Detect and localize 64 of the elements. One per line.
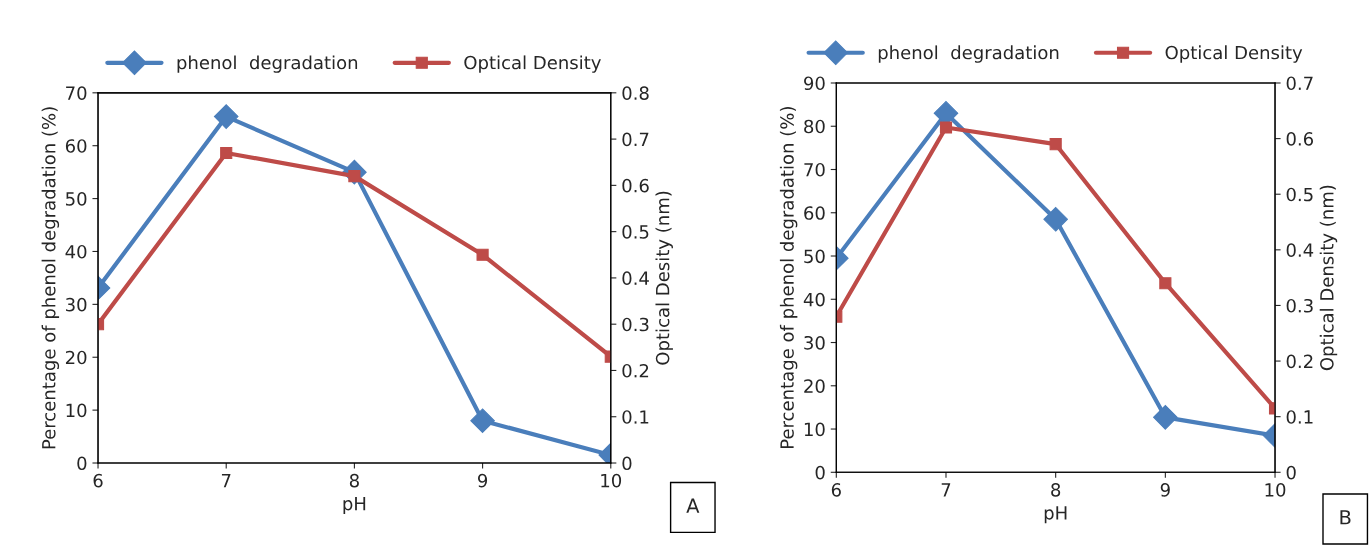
y2-tick-label: 0 [622,456,632,471]
point [220,146,233,160]
x-tick-label: 9 [477,473,488,488]
x-tick-label: 9 [1160,483,1170,497]
x-tick-label: 6 [831,483,841,497]
y2-tick-label: 0.2 [1286,354,1313,369]
legend-label: phenol degradation [878,45,1059,63]
x-tick-label: 8 [1051,483,1061,497]
y2-tick-label: 0.3 [622,317,649,332]
y2-axis-title: Optical Desity (nm) [655,191,673,365]
x-axis-title: pH [343,497,366,514]
legend-label: Optical Density [1165,45,1303,63]
point [1049,138,1062,151]
y2-tick-label: 0.6 [622,178,649,193]
point [470,408,495,434]
x-tick-label: 10 [601,473,622,488]
y2-tick-label: 0.2 [622,363,649,378]
point [1159,277,1172,290]
y-tick-label: 0 [77,456,87,471]
y2-tick-label: 0.3 [1286,298,1313,313]
y2-axis-title: Optical Density (nm) [1319,185,1338,371]
x-axis-title: pH [1044,506,1067,524]
x-tick-label: 10 [1265,483,1286,497]
y2-tick-label: 0.1 [622,410,649,424]
y-tick-label: 50 [66,192,87,206]
y-tick-label: 80 [804,119,825,134]
point [1043,206,1068,232]
y-tick-label: 20 [804,379,825,393]
y-tick-label: 10 [66,403,87,418]
y2-tick-label: 0.8 [622,86,649,100]
point [476,248,489,261]
y2-tick-label: 0.7 [622,132,649,147]
point [939,121,953,134]
y2-tick-label: 0.5 [1286,187,1313,202]
y-tick-label: 70 [66,86,87,100]
y2-tick-label: 0.4 [622,271,649,286]
y2-tick-label: 0.1 [1286,410,1313,424]
y-tick-label: 40 [65,244,87,259]
y-tick-label: 40 [803,292,825,307]
y-axis-title: Percentage of phenol degradation (%) [41,107,60,449]
x-tick-label: 7 [941,483,951,497]
legend-label: Optical Density [464,55,601,73]
y-tick-label: 60 [804,206,825,220]
legend-label: phenol degradation [177,55,358,73]
text: A [686,498,700,513]
y2-tick-label: 0.7 [1286,76,1313,91]
text: B [1340,510,1351,525]
y-tick-label: 30 [804,335,825,350]
y-tick-label: 30 [66,297,87,312]
x-tick-label: 6 [93,473,103,488]
y-tick-label: 0 [815,465,825,480]
x-tick-label: 8 [349,473,359,488]
y-tick-label: 70 [804,162,825,177]
y-tick-label: 10 [804,422,825,437]
y-tick-label: 50 [804,249,825,264]
y2-tick-label: 0.6 [1286,132,1314,146]
y2-tick-label: 0.5 [622,225,649,239]
y-axis-title: Percentage of phenol degradation (%) [779,107,798,449]
y2-tick-label: 0 [1286,465,1296,480]
y-tick-label: 20 [65,350,87,365]
y2-tick-label: 0.4 [1286,243,1314,257]
y-tick-label: 60 [65,139,87,153]
x-tick-label: 7 [221,473,231,488]
y-tick-label: 90 [804,76,825,91]
